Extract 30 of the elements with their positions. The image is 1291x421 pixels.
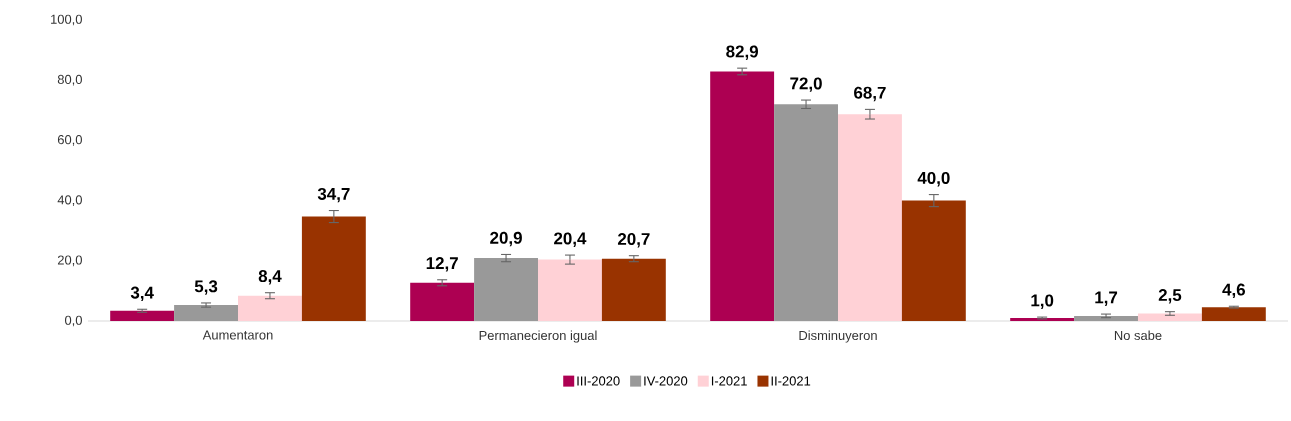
legend-label: IV-2020	[644, 376, 688, 386]
y-tick-label: 100,0	[51, 14, 82, 26]
data-label: 40,0	[917, 171, 950, 187]
y-tick-label: 0,0	[64, 315, 82, 327]
x-tick-label: Disminuyeron	[799, 330, 877, 343]
y-tick-label: 40,0	[57, 195, 82, 206]
data-label: 20,7	[617, 233, 650, 248]
y-tick-label: 60,0	[57, 135, 82, 146]
legend-label: I-2021	[711, 376, 747, 386]
data-label: 8,4	[258, 270, 282, 285]
data-label: 5,3	[194, 280, 218, 295]
y-tick-label: 80,0	[57, 74, 82, 86]
data-label: 68,7	[854, 86, 886, 102]
legend-label: III-2020	[577, 376, 620, 386]
x-tick-label: No sabe	[1114, 330, 1162, 341]
legend-label: II-2021	[771, 376, 811, 386]
data-label: 34,7	[317, 187, 350, 203]
x-tick-label: Aumentaron	[202, 330, 273, 340]
x-tick-label: Permanecieron igual	[479, 330, 597, 343]
data-label: 20,9	[490, 231, 522, 247]
data-label: 2,5	[1158, 289, 1182, 304]
data-label: 4,6	[1222, 283, 1245, 299]
data-label: 1,7	[1095, 291, 1118, 306]
data-label: 12,7	[426, 257, 458, 272]
y-tick-label: 20,0	[57, 255, 82, 267]
data-label: 82,9	[726, 45, 758, 60]
data-label: 1,0	[1031, 294, 1054, 309]
data-label: 72,0	[790, 77, 822, 92]
data-label: 3,4	[130, 286, 154, 302]
data-label: 20,4	[554, 232, 587, 247]
